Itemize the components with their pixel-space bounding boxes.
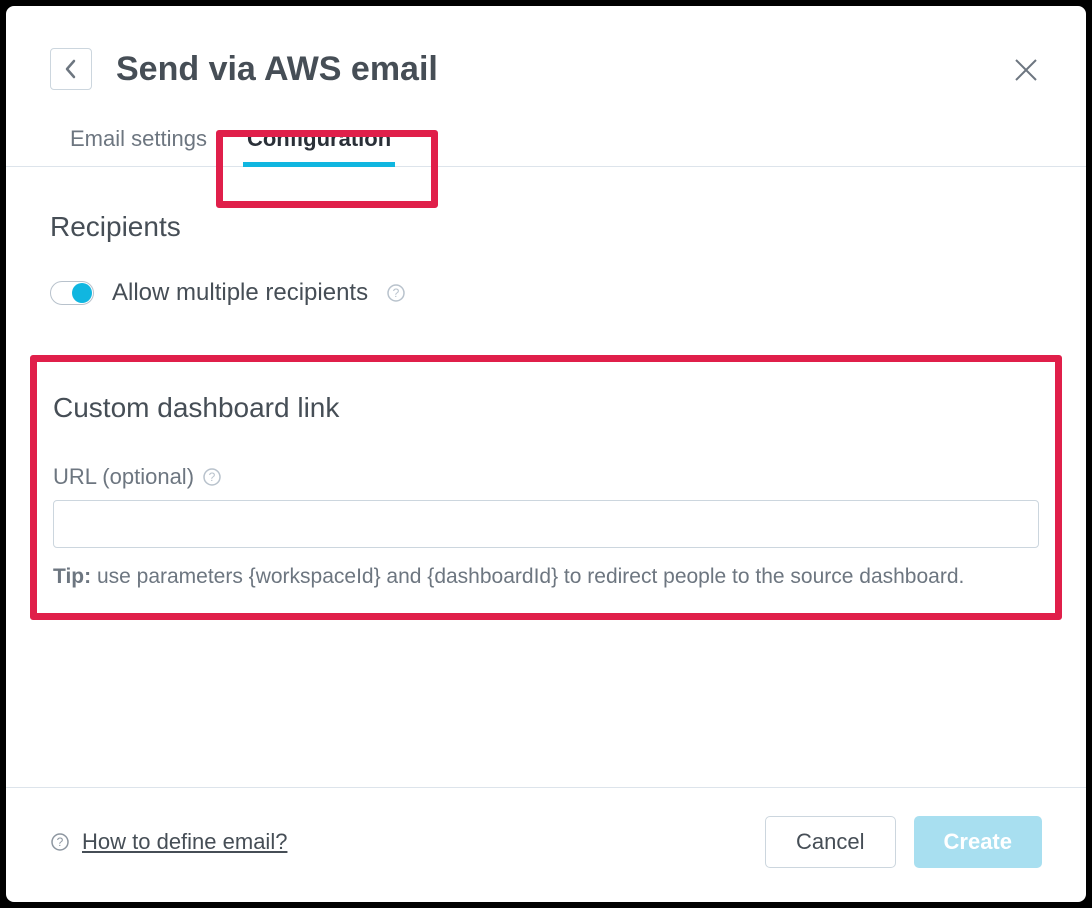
footer-right: Cancel Create [765,816,1042,868]
toggle-knob [72,283,92,303]
cancel-button[interactable]: Cancel [765,816,895,868]
url-label: URL (optional) [53,464,194,490]
close-button[interactable] [1010,54,1042,86]
help-icon[interactable]: ? [202,467,222,487]
svg-text:?: ? [393,286,400,300]
url-input[interactable] [53,500,1039,548]
tip-text: use parameters {workspaceId} and {dashbo… [91,565,964,588]
tab-configuration[interactable]: Configuration [227,114,411,166]
back-button[interactable] [50,48,92,90]
dialog: Send via AWS email Email settings Config… [6,6,1086,902]
tip: Tip: use parameters {workspaceId} and {d… [53,562,1039,591]
dialog-header: Send via AWS email [6,6,1086,114]
custom-link-title: Custom dashboard link [53,392,1039,424]
content: Recipients Allow multiple recipients ? C… [6,167,1086,787]
close-icon [1013,57,1039,83]
footer: ? How to define email? Cancel Create [6,787,1086,902]
allow-multiple-toggle[interactable] [50,281,94,305]
url-label-row: URL (optional) ? [53,464,1039,490]
help-icon[interactable]: ? [386,283,406,303]
dialog-title: Send via AWS email [116,50,438,89]
help-link[interactable]: How to define email? [82,829,287,855]
help-icon[interactable]: ? [50,832,70,852]
tabs: Email settings Configuration [6,114,1086,167]
chevron-left-icon [64,59,78,79]
svg-text:?: ? [57,835,64,849]
toggle-label: Allow multiple recipients [112,279,368,307]
svg-text:?: ? [209,470,216,484]
toggle-row: Allow multiple recipients ? [50,279,1042,307]
create-button[interactable]: Create [914,816,1042,868]
recipients-title: Recipients [50,211,1042,243]
footer-left: ? How to define email? [50,829,287,855]
tab-email-settings[interactable]: Email settings [50,114,227,166]
tip-label: Tip: [53,565,91,588]
highlight-box-custom-link: Custom dashboard link URL (optional) ? T… [30,355,1062,620]
